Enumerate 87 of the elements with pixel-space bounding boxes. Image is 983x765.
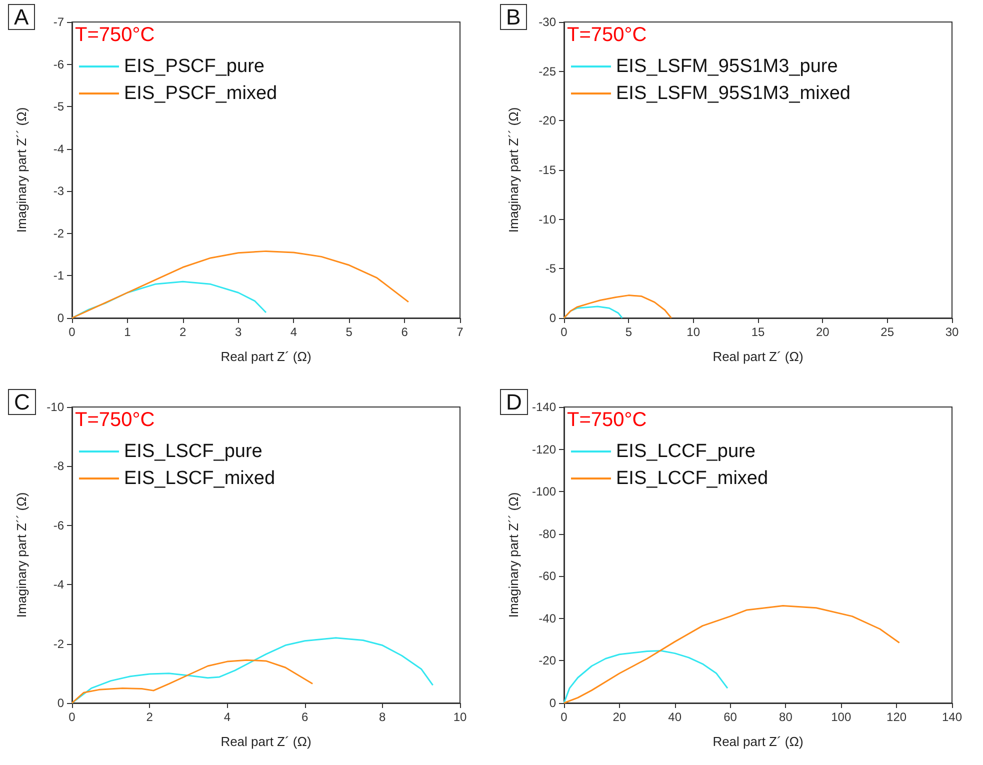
line-series (563, 650, 728, 704)
y-axis-title: Imaginary part Z´´ (Ω) (14, 107, 29, 233)
x-tick-label: 0 (560, 710, 568, 724)
y-tick-label: -6 (53, 57, 64, 72)
y-tick-label: -15 (538, 163, 556, 177)
chart-title: A (14, 4, 29, 30)
y-tick-label: 0 (549, 311, 556, 325)
x-axis-title: Real part Z´ (Ω) (220, 349, 312, 364)
y-tick-label: -3 (53, 184, 64, 198)
x-tick-label: 120 (886, 710, 907, 724)
y-tick-label: -4 (53, 578, 64, 592)
x-tick-label: 1 (124, 325, 132, 339)
x-tick-label: 0 (68, 325, 76, 339)
x-tick-label: 6 (401, 325, 408, 339)
x-tick-label: 0 (68, 710, 76, 724)
y-tick-label: 0 (57, 311, 64, 325)
y-tick-label: -7 (53, 15, 64, 29)
x-axis-title: Real part Z´ (Ω) (220, 734, 312, 749)
y-tick-label: -2 (53, 226, 64, 240)
x-tick-label: 80 (779, 710, 793, 724)
x-tick-label: 10 (686, 325, 700, 339)
legend-label: EIS_LSCF_pure (124, 441, 262, 462)
x-tick-label: 140 (942, 710, 962, 724)
x-tick-label: 5 (346, 325, 353, 339)
y-tick-label: -20 (538, 114, 556, 128)
y-tick-label: -5 (545, 262, 556, 276)
x-tick-label: 5 (625, 325, 632, 339)
y-axis-title: Imaginary part Z´´ (Ω) (506, 492, 521, 618)
y-axis-title: Imaginary part Z´´ (Ω) (506, 107, 521, 233)
x-tick-label: 2 (180, 325, 187, 339)
y-tick-label: 0 (57, 696, 64, 710)
x-tick-label: 8 (379, 710, 386, 724)
legend-label: EIS_LSFM_95S1M3_mixed (616, 83, 850, 104)
x-tick-label: 7 (456, 325, 464, 339)
y-tick-label: -40 (538, 611, 556, 626)
x-tick-label: 100 (831, 710, 852, 724)
y-tick-label: -4 (53, 142, 64, 156)
y-tick-label: -60 (538, 569, 556, 584)
x-tick-label: 10 (453, 710, 467, 724)
x-tick-label: 60 (724, 710, 738, 724)
y-tick-label: -140 (532, 400, 556, 414)
y-tick-label: -25 (538, 64, 556, 78)
chart-title: D (506, 390, 522, 414)
line-series (563, 604, 900, 704)
y-tick-label: -10 (538, 212, 556, 226)
y-tick-label: -100 (532, 484, 556, 499)
x-tick-label: 20 (816, 325, 830, 339)
x-tick-label: 6 (301, 710, 308, 724)
annotation: T=750°C (75, 409, 155, 431)
y-tick-label: -10 (46, 400, 64, 414)
legend-label: EIS_LCCF_pure (616, 441, 756, 462)
line-series (71, 250, 410, 319)
annotation: T=750°C (75, 24, 155, 46)
x-tick-label: 25 (880, 325, 894, 339)
legend-label: EIS_LCCF_mixed (616, 468, 768, 489)
annotation: T=750°C (567, 24, 647, 46)
y-tick-label: -2 (53, 636, 64, 651)
legend-label: EIS_LSCF_mixed (124, 468, 276, 489)
y-tick-label: -6 (53, 518, 64, 532)
x-tick-label: 15 (751, 325, 765, 339)
y-tick-label: -1 (53, 268, 64, 283)
y-tick-label: -5 (53, 100, 64, 114)
legend-label: EIS_PSCF_mixed (124, 83, 278, 104)
y-tick-label: -80 (538, 526, 556, 541)
y-tick-label: 0 (549, 696, 556, 710)
y-axis-title: Imaginary part Z´´ (Ω) (14, 492, 29, 618)
chart-title: B (506, 4, 521, 30)
y-tick-label: -20 (538, 654, 556, 668)
x-axis-title: Real part Z´ (Ω) (712, 734, 804, 749)
x-tick-label: 0 (560, 325, 568, 339)
x-tick-label: 3 (234, 325, 242, 339)
x-tick-label: 40 (668, 710, 682, 724)
y-tick-label: -120 (532, 442, 556, 456)
x-tick-label: 20 (612, 710, 626, 724)
line-series (563, 294, 672, 319)
chart-title: C (14, 390, 30, 414)
line-series (71, 659, 314, 704)
legend-label: EIS_LSFM_95S1M3_pure (616, 56, 838, 77)
x-tick-label: 4 (224, 710, 231, 724)
x-tick-label: 2 (146, 710, 154, 724)
x-axis-title: Real part Z´ (Ω) (712, 349, 804, 364)
annotation: T=750°C (567, 409, 647, 431)
y-tick-label: -8 (53, 459, 64, 474)
y-tick-label: -30 (538, 15, 556, 29)
legend-label: EIS_PSCF_pure (124, 56, 264, 77)
x-tick-label: 4 (290, 325, 298, 339)
x-tick-label: 30 (945, 325, 959, 339)
